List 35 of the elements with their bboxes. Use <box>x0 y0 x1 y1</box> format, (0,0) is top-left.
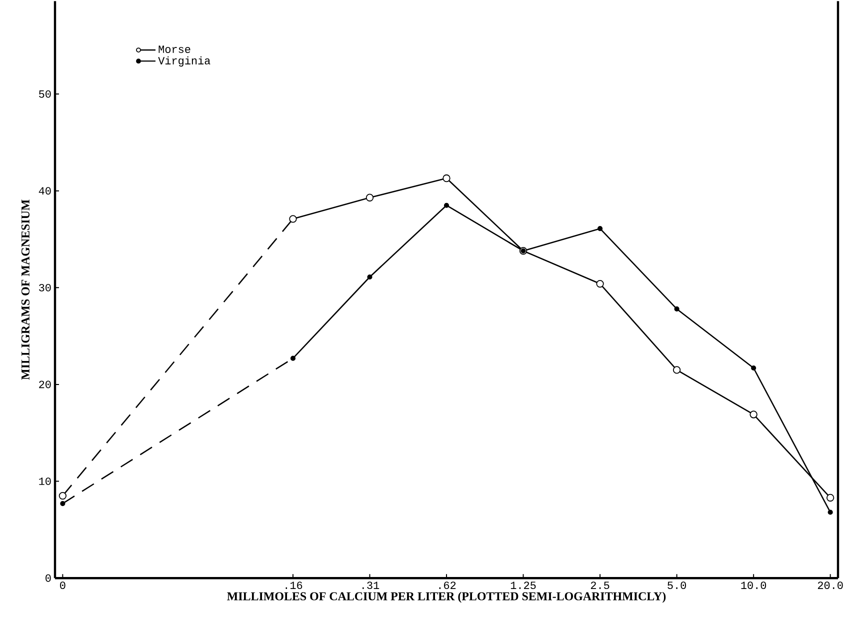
point <box>367 274 372 280</box>
y-tick-label: 30 <box>39 284 51 292</box>
point <box>597 226 603 232</box>
point <box>826 494 834 502</box>
y-tick-label: 10 <box>39 478 51 485</box>
point <box>58 492 67 500</box>
point <box>750 410 758 418</box>
x-tick-label: 10.0 <box>741 582 766 590</box>
y-tick-label: 50 <box>39 90 51 98</box>
point <box>289 215 297 223</box>
x-axis-title: MILLIMOLES OF CALCIUM PER LITER (PLOTTED SEMI-LOGARITHMICLY) <box>227 592 666 603</box>
x-tick-label: 5.0 <box>668 582 686 590</box>
point <box>674 306 680 312</box>
y-tick-label: 20 <box>39 380 51 388</box>
legend-label: Virginia <box>158 56 210 67</box>
x-tick-label: 1.25 <box>510 582 536 590</box>
y-tick-label: 40 <box>38 187 51 195</box>
point <box>290 356 296 361</box>
point <box>672 366 681 374</box>
legend-label: Morse <box>158 46 190 53</box>
x-tick-label: 2.5 <box>590 582 610 590</box>
x-tick-label: .62 <box>439 582 456 590</box>
x-tick-label: .16 <box>286 582 302 590</box>
y-axis-title: MILLIGRAMS OF MAGNESIUM <box>21 200 30 380</box>
point <box>751 365 756 371</box>
x-tick-label: 20.0 <box>818 582 843 590</box>
point <box>60 500 66 506</box>
x-tick-label: 0 <box>60 582 66 590</box>
x-tick-label: .31 <box>362 582 380 590</box>
point <box>442 174 450 182</box>
y-tick-label: 0 <box>46 574 51 582</box>
point <box>828 510 833 515</box>
point <box>366 194 374 202</box>
point <box>596 280 604 288</box>
point <box>444 202 450 208</box>
